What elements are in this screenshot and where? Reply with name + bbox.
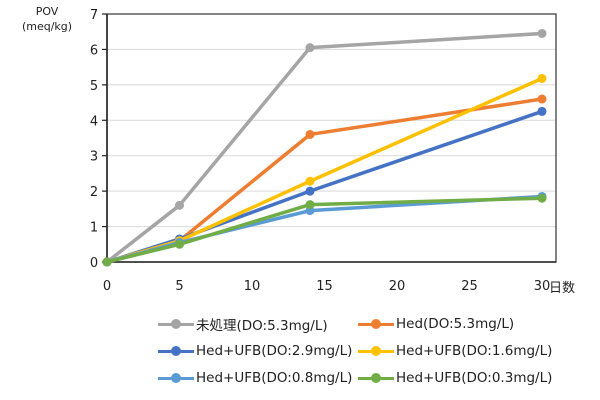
data-point <box>305 176 315 186</box>
x-tick-label: 10 <box>244 279 261 294</box>
x-tick-label: 0 <box>103 279 111 294</box>
legend-item: 未処理(DO:5.3mg/L) <box>158 314 358 334</box>
y-axis-unit: (meq/kg) <box>22 20 72 33</box>
x-tick-label: 20 <box>389 279 406 294</box>
y-tick-label: 1 <box>90 221 98 236</box>
data-point <box>537 73 547 83</box>
legend-label: Hed+UFB(DO:0.8mg/L) <box>196 370 353 386</box>
legend-item: Hed+UFB(DO:0.8mg/L) <box>158 368 358 388</box>
legend-item: Hed+UFB(DO:0.3mg/L) <box>358 368 558 388</box>
legend-label: Hed+UFB(DO:1.6mg/L) <box>396 343 553 359</box>
data-point <box>537 106 547 116</box>
y-tick-label: 4 <box>90 114 98 129</box>
series-line <box>106 109 543 264</box>
data-point <box>175 239 184 249</box>
legend-label: Hed+UFB(DO:2.9mg/L) <box>196 343 353 359</box>
y-tick-label: 5 <box>90 79 98 94</box>
legend-marker-icon <box>358 346 394 356</box>
y-tick-label: 7 <box>90 8 98 23</box>
y-tick-label: 3 <box>90 150 98 165</box>
series-line <box>106 76 543 264</box>
x-tick-label: 15 <box>316 279 333 294</box>
gridlines <box>107 48 556 228</box>
data-point <box>537 94 547 104</box>
x-tick-label: 25 <box>461 279 478 294</box>
data-point <box>537 193 547 203</box>
line-chart: POV (meq/kg) 0 1 2 3 4 5 6 7 0 5 10 15 20 25 30 日数 <box>22 5 575 296</box>
series-line <box>106 196 543 264</box>
data-point <box>305 200 315 210</box>
legend-label: Hed(DO:5.3mg/L) <box>396 316 515 332</box>
legend-marker-icon <box>158 319 194 329</box>
series-3 <box>102 73 547 267</box>
y-tick-label: 0 <box>90 256 98 271</box>
x-tick-label: 30 <box>534 279 551 294</box>
legend-item: Hed(DO:5.3mg/L) <box>358 314 558 334</box>
legend-item: Hed+UFB(DO:1.6mg/L) <box>358 341 558 361</box>
series-0 <box>102 28 547 267</box>
y-ticks: 0 1 2 3 4 5 6 7 <box>90 8 107 271</box>
legend-item: Hed+UFB(DO:2.9mg/L) <box>158 341 358 361</box>
series-line <box>106 97 543 264</box>
series-5 <box>102 193 547 267</box>
data-point <box>305 129 315 139</box>
legend-label: 未処理(DO:5.3mg/L) <box>196 318 328 334</box>
x-ticks: 0 5 10 15 20 25 30 <box>103 279 550 294</box>
data-point <box>537 28 547 38</box>
x-axis-label: 日数 <box>549 281 575 296</box>
legend-marker-icon <box>358 319 394 329</box>
y-tick-label: 2 <box>90 185 98 200</box>
data-point <box>175 200 184 210</box>
series-line <box>105 31 543 264</box>
data-point <box>305 43 315 53</box>
series-group <box>102 28 547 267</box>
y-tick-label: 6 <box>90 43 98 58</box>
series-line <box>106 194 543 264</box>
legend-marker-icon <box>158 346 194 356</box>
legend: 未処理(DO:5.3mg/L) Hed(DO:5.3mg/L) Hed+UFB(DO… <box>158 314 558 388</box>
legend-label: Hed+UFB(DO:0.3mg/L) <box>396 370 553 386</box>
data-point <box>102 257 112 267</box>
plot-frame <box>106 13 557 263</box>
x-tick-label: 5 <box>175 279 183 294</box>
y-axis-label: POV <box>36 5 59 18</box>
legend-marker-icon <box>158 373 194 383</box>
legend-marker-icon <box>358 373 394 383</box>
data-point <box>305 186 315 196</box>
